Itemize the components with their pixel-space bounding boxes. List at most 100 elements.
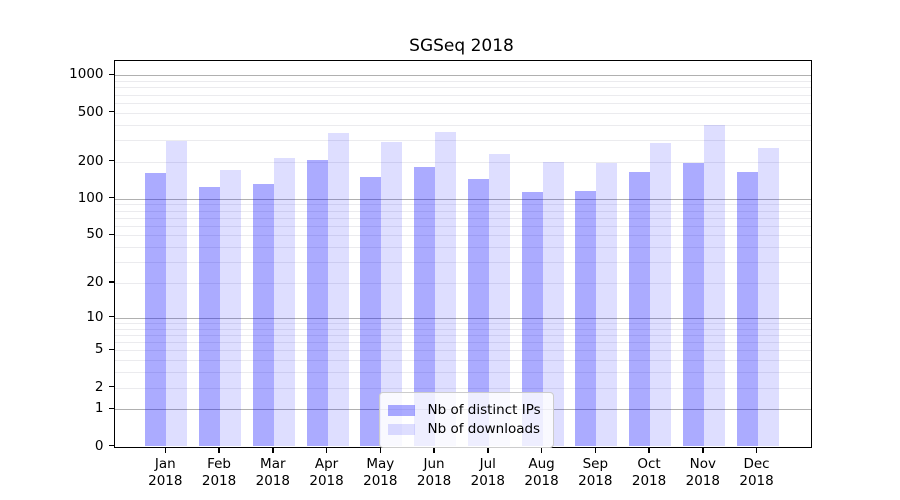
bar-ips-jun: [414, 166, 436, 447]
minor-gridline: [114, 102, 811, 104]
bar-downloads-dec: [757, 148, 779, 447]
minor-gridline: [114, 262, 811, 264]
y-tick-mark: [108, 444, 114, 447]
x-tick-month: Sep: [582, 455, 609, 472]
bar-ips-apr: [306, 160, 328, 447]
y-tick-label: 2: [94, 378, 104, 395]
x-tick-year: 2018: [309, 472, 344, 489]
x-tick-label: Oct 2018: [617, 456, 681, 490]
y-tick-label: 50: [86, 226, 104, 243]
y-tick-mark: [108, 348, 114, 351]
major-gridline: [114, 317, 811, 319]
major-gridline: [114, 198, 811, 200]
legend: Nb of distinct IPs Nb of downloads: [378, 391, 554, 448]
minor-gridline: [114, 372, 811, 374]
x-tick-month: Apr: [314, 455, 339, 472]
x-tick-mark: [540, 447, 543, 453]
x-tick-month: Jan: [154, 455, 176, 472]
minor-gridline: [114, 328, 811, 330]
x-tick-label: Aug 2018: [510, 456, 574, 490]
x-tick-label: Jun 2018: [402, 456, 466, 490]
x-tick-mark: [487, 447, 489, 453]
minor-gridline: [114, 342, 811, 343]
y-tick-label: 1000: [69, 66, 104, 83]
bar-downloads-jul: [488, 153, 510, 447]
x-tick-year: 2018: [578, 472, 613, 489]
y-tick-label: 10: [86, 308, 104, 325]
x-tick-mark: [379, 447, 382, 453]
minor-gridline: [114, 225, 811, 227]
bar-ips-jan: [145, 172, 167, 447]
x-tick-mark: [755, 447, 758, 453]
minor-gridline: [114, 210, 811, 212]
minor-gridline: [114, 204, 811, 206]
x-tick-year: 2018: [685, 472, 720, 489]
bar-downloads-jun: [435, 131, 457, 447]
y-tick-mark: [108, 196, 114, 199]
x-tick-year: 2018: [255, 472, 290, 489]
y-tick-mark: [108, 385, 114, 388]
minor-gridline: [114, 322, 811, 324]
x-tick-month: May: [366, 455, 395, 472]
bar-downloads-feb: [220, 170, 242, 447]
bar-downloads-sep: [596, 163, 618, 447]
x-tick-month: Mar: [260, 455, 286, 472]
minor-gridline: [114, 94, 811, 96]
minor-gridline: [114, 360, 811, 362]
plot-area: Nb of distinct IPs Nb of downloads: [113, 59, 812, 448]
y-tick-mark: [108, 73, 114, 76]
legend-label: Nb of downloads: [427, 421, 541, 437]
x-tick-mark: [272, 447, 274, 453]
bar-downloads-aug: [542, 161, 564, 447]
y-tick-label: 20: [86, 274, 104, 290]
y-tick-label: 5: [94, 341, 104, 358]
bar-ips-jul: [467, 179, 489, 447]
bar-downloads-jan: [166, 140, 188, 447]
x-tick-mark: [218, 447, 220, 453]
minor-gridline: [114, 140, 811, 142]
x-tick-year: 2018: [416, 472, 452, 489]
x-tick-month: Aug: [528, 455, 555, 472]
x-tick-mark: [648, 447, 650, 453]
minor-gridline: [114, 124, 811, 126]
bar-ips-dec: [736, 171, 758, 447]
x-tick-month: Jul: [479, 455, 496, 472]
minor-gridline: [114, 350, 811, 352]
x-tick-mark: [594, 447, 597, 453]
x-tick-mark: [164, 447, 167, 453]
legend-entry: Nb of downloads: [387, 421, 541, 438]
minor-gridline: [114, 235, 811, 237]
x-tick-month: Feb: [207, 455, 231, 472]
x-tick-year: 2018: [739, 472, 774, 489]
minor-gridline: [114, 87, 811, 89]
x-tick-month: Dec: [743, 455, 770, 472]
y-tick-mark: [108, 315, 114, 318]
legend-entry: Nb of distinct IPs: [387, 402, 541, 419]
x-tick-mark: [433, 447, 435, 453]
bar-ips-may: [360, 177, 382, 447]
bar-downloads-nov: [703, 125, 725, 447]
bar-downloads-may: [381, 141, 403, 447]
bar-downloads-mar: [273, 157, 295, 447]
y-tick-mark: [108, 233, 114, 236]
minor-gridline: [114, 161, 811, 163]
y-tick-label: 1: [94, 400, 104, 417]
x-tick-label: Sep 2018: [563, 456, 627, 490]
minor-gridline: [114, 81, 811, 83]
x-tick-year: 2018: [363, 472, 398, 489]
y-tick-mark: [108, 281, 114, 283]
legend-swatch-downloads: [387, 423, 415, 435]
y-tick-mark: [108, 407, 114, 410]
x-tick-year: 2018: [470, 472, 505, 489]
x-tick-label: Jul 2018: [456, 456, 520, 490]
x-tick-month: Jun: [423, 455, 445, 472]
x-tick-label: Apr 2018: [295, 456, 359, 490]
bar-ips-sep: [575, 191, 597, 447]
minor-gridline: [114, 334, 811, 336]
bar-downloads-apr: [327, 132, 349, 447]
minor-gridline: [114, 112, 811, 114]
minor-gridline: [114, 247, 811, 249]
x-tick-label: Jan 2018: [133, 456, 197, 490]
x-tick-year: 2018: [148, 472, 183, 489]
bar-downloads-oct: [650, 143, 672, 447]
